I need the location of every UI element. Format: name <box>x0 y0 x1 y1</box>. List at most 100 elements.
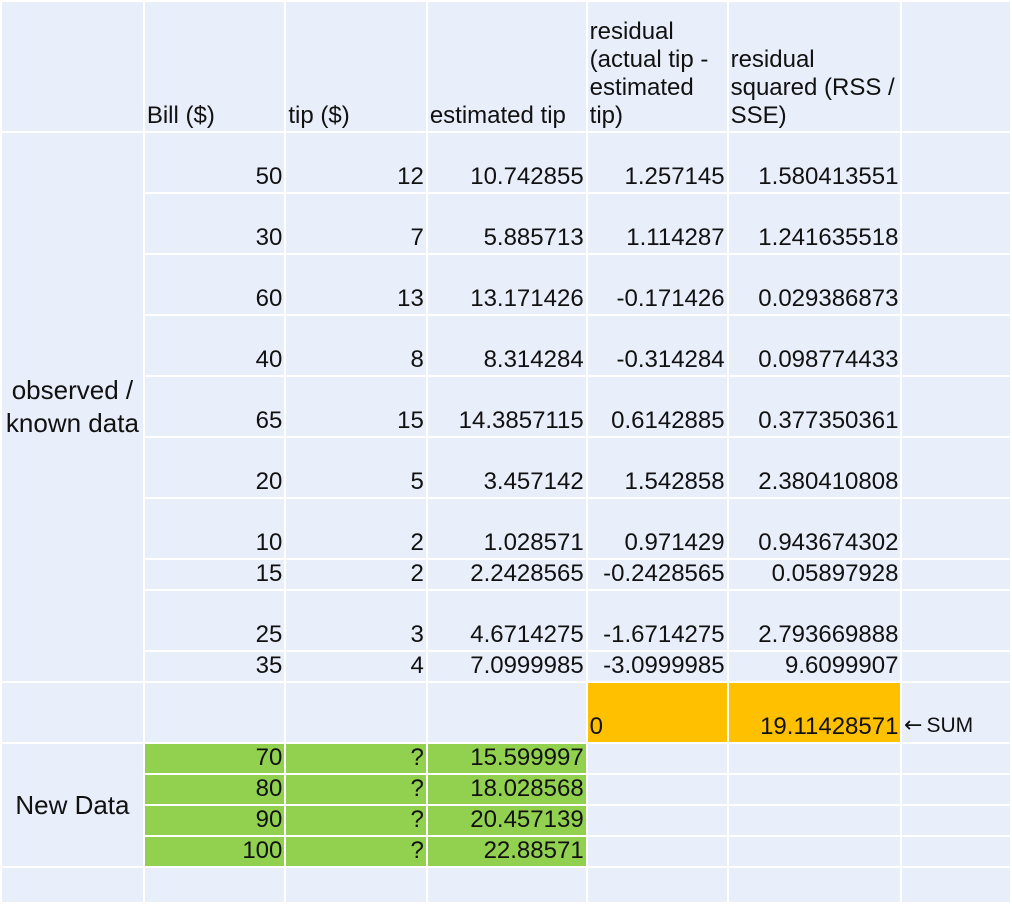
tip-cell[interactable]: ? <box>284 773 428 806</box>
new-data-label[interactable]: New Data <box>0 742 145 868</box>
empty-cell[interactable] <box>900 131 1012 194</box>
bill-cell[interactable]: 15 <box>142 558 287 591</box>
residual-cell[interactable]: -3.0999985 <box>585 650 729 683</box>
header-residual[interactable]: residual (actual tip - estimated tip) <box>585 0 729 133</box>
empty-cell[interactable] <box>284 866 428 904</box>
empty-cell[interactable] <box>900 253 1012 316</box>
empty-cell[interactable] <box>142 681 287 744</box>
empty-cell[interactable] <box>585 742 729 775</box>
residual-cell[interactable]: 1.114287 <box>585 192 729 255</box>
bill-cell[interactable]: 60 <box>142 253 287 316</box>
bill-cell[interactable]: 30 <box>142 192 287 255</box>
header-bill[interactable]: Bill ($) <box>142 0 287 133</box>
estimated-tip-cell[interactable]: 8.314284 <box>425 314 588 377</box>
residual-cell[interactable]: -0.314284 <box>585 314 729 377</box>
estimated-tip-cell[interactable]: 14.3857115 <box>425 375 588 438</box>
residual-squared-cell[interactable]: 1.241635518 <box>726 192 903 255</box>
estimated-tip-cell[interactable]: 18.028568 <box>425 773 588 806</box>
empty-cell[interactable] <box>900 681 1012 744</box>
empty-cell[interactable] <box>585 835 729 868</box>
tip-cell[interactable]: 2 <box>284 558 428 591</box>
empty-cell[interactable] <box>0 681 145 744</box>
residual-cell[interactable]: -1.6714275 <box>585 589 729 652</box>
header-tip[interactable]: tip ($) <box>284 0 428 133</box>
empty-cell[interactable] <box>900 436 1012 499</box>
empty-cell[interactable] <box>900 558 1012 591</box>
empty-cell[interactable] <box>900 804 1012 837</box>
empty-cell[interactable] <box>425 681 588 744</box>
empty-cell[interactable] <box>900 866 1012 904</box>
residual-squared-cell[interactable]: 0.098774433 <box>726 314 903 377</box>
bill-cell[interactable]: 25 <box>142 589 287 652</box>
bill-cell[interactable]: 40 <box>142 314 287 377</box>
empty-cell[interactable] <box>726 835 903 868</box>
residual-squared-cell[interactable]: 0.943674302 <box>726 497 903 560</box>
estimated-tip-cell[interactable]: 5.885713 <box>425 192 588 255</box>
residual-cell[interactable]: 0.971429 <box>585 497 729 560</box>
residual-squared-cell[interactable]: 0.05897928 <box>726 558 903 591</box>
tip-cell[interactable]: 13 <box>284 253 428 316</box>
residual-squared-cell[interactable]: 0.377350361 <box>726 375 903 438</box>
empty-cell[interactable] <box>726 866 903 904</box>
tip-cell[interactable]: 12 <box>284 131 428 194</box>
empty-cell[interactable] <box>900 835 1012 868</box>
empty-cell[interactable] <box>726 742 903 775</box>
residual-squared-cell[interactable]: 2.380410808 <box>726 436 903 499</box>
estimated-tip-cell[interactable]: 1.028571 <box>425 497 588 560</box>
residual-cell[interactable]: 1.257145 <box>585 131 729 194</box>
rss-sum-cell[interactable]: 19.11428571 <box>726 681 903 744</box>
tip-cell[interactable]: ? <box>284 835 428 868</box>
estimated-tip-cell[interactable]: 10.742855 <box>425 131 588 194</box>
bill-cell[interactable]: 35 <box>142 650 287 683</box>
empty-cell[interactable] <box>900 650 1012 683</box>
empty-cell[interactable] <box>900 192 1012 255</box>
bill-cell[interactable]: 10 <box>142 497 287 560</box>
empty-cell[interactable] <box>900 375 1012 438</box>
bill-cell[interactable]: 70 <box>142 742 287 775</box>
empty-cell[interactable] <box>142 866 287 904</box>
estimated-tip-cell[interactable]: 20.457139 <box>425 804 588 837</box>
empty-cell[interactable] <box>726 804 903 837</box>
estimated-tip-cell[interactable]: 2.2428565 <box>425 558 588 591</box>
empty-cell[interactable] <box>900 773 1012 806</box>
header-residual-squared[interactable]: residual squared (RSS / SSE) <box>726 0 903 133</box>
observed-data-label[interactable]: observed / known data <box>0 131 145 683</box>
residual-cell[interactable]: -0.2428565 <box>585 558 729 591</box>
empty-cell[interactable] <box>900 314 1012 377</box>
empty-cell[interactable] <box>726 773 903 806</box>
estimated-tip-cell[interactable]: 7.0999985 <box>425 650 588 683</box>
tip-cell[interactable]: 3 <box>284 589 428 652</box>
empty-cell[interactable] <box>585 773 729 806</box>
estimated-tip-cell[interactable]: 22.88571 <box>425 835 588 868</box>
bill-cell[interactable]: 90 <box>142 804 287 837</box>
tip-cell[interactable]: ? <box>284 804 428 837</box>
empty-cell[interactable] <box>900 589 1012 652</box>
tip-cell[interactable]: ? <box>284 742 428 775</box>
empty-cell[interactable] <box>284 681 428 744</box>
bill-cell[interactable]: 20 <box>142 436 287 499</box>
bill-cell[interactable]: 65 <box>142 375 287 438</box>
empty-cell[interactable] <box>0 866 145 904</box>
header-estimated-tip[interactable]: estimated tip <box>425 0 588 133</box>
residual-squared-cell[interactable]: 2.793669888 <box>726 589 903 652</box>
tip-cell[interactable]: 15 <box>284 375 428 438</box>
estimated-tip-cell[interactable]: 15.599997 <box>425 742 588 775</box>
bill-cell[interactable]: 80 <box>142 773 287 806</box>
tip-cell[interactable]: 7 <box>284 192 428 255</box>
corner-cell[interactable] <box>0 0 145 133</box>
residual-squared-cell[interactable]: 9.6099907 <box>726 650 903 683</box>
empty-cell[interactable] <box>900 0 1012 133</box>
estimated-tip-cell[interactable]: 3.457142 <box>425 436 588 499</box>
bill-cell[interactable]: 100 <box>142 835 287 868</box>
tip-cell[interactable]: 2 <box>284 497 428 560</box>
empty-cell[interactable] <box>425 866 588 904</box>
tip-cell[interactable]: 4 <box>284 650 428 683</box>
empty-cell[interactable] <box>900 742 1012 775</box>
tip-cell[interactable]: 5 <box>284 436 428 499</box>
residual-cell[interactable]: 1.542858 <box>585 436 729 499</box>
residual-squared-cell[interactable]: 0.029386873 <box>726 253 903 316</box>
tip-cell[interactable]: 8 <box>284 314 428 377</box>
empty-cell[interactable] <box>585 866 729 904</box>
estimated-tip-cell[interactable]: 13.171426 <box>425 253 588 316</box>
residual-cell[interactable]: -0.171426 <box>585 253 729 316</box>
